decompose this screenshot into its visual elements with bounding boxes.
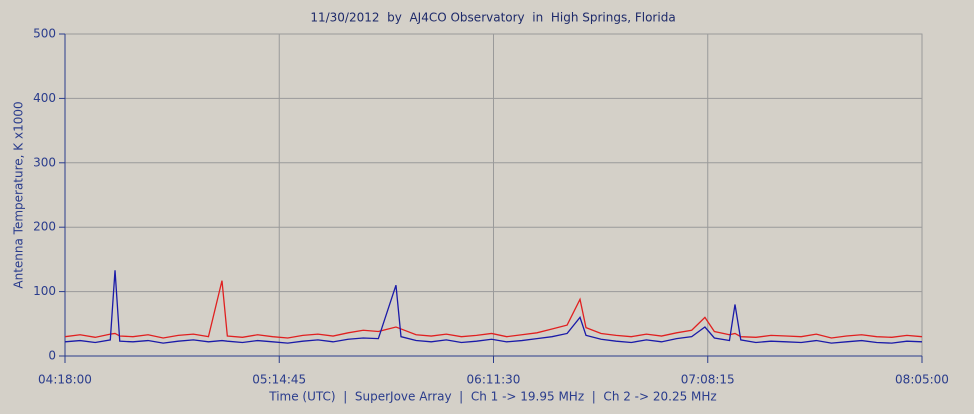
y-tick-label: 100: [33, 284, 56, 298]
y-tick-label: 0: [48, 349, 56, 363]
y-tick-label: 400: [33, 91, 56, 105]
y-tick-label: 200: [33, 220, 56, 234]
y-tick-label: 500: [33, 27, 56, 41]
x-tick-label: 06:11:30: [467, 373, 521, 387]
x-tick-label: 08:05:00: [895, 373, 949, 387]
x-tick-label: 05:14:45: [252, 373, 306, 387]
series-line: [64, 280, 923, 339]
chart-title: 11/30/2012 by AJ4CO Observatory in High …: [310, 11, 675, 25]
series-line: [64, 270, 923, 344]
x-tick-label: 07:08:15: [681, 373, 735, 387]
y-axis-label: Antenna Temperature, K x1000: [12, 101, 26, 288]
y-tick-label: 300: [33, 155, 56, 169]
x-tick-label: 04:18:00: [38, 373, 92, 387]
x-axis-label: Time (UTC) | SuperJove Array | Ch 1 -> 1…: [268, 390, 716, 404]
